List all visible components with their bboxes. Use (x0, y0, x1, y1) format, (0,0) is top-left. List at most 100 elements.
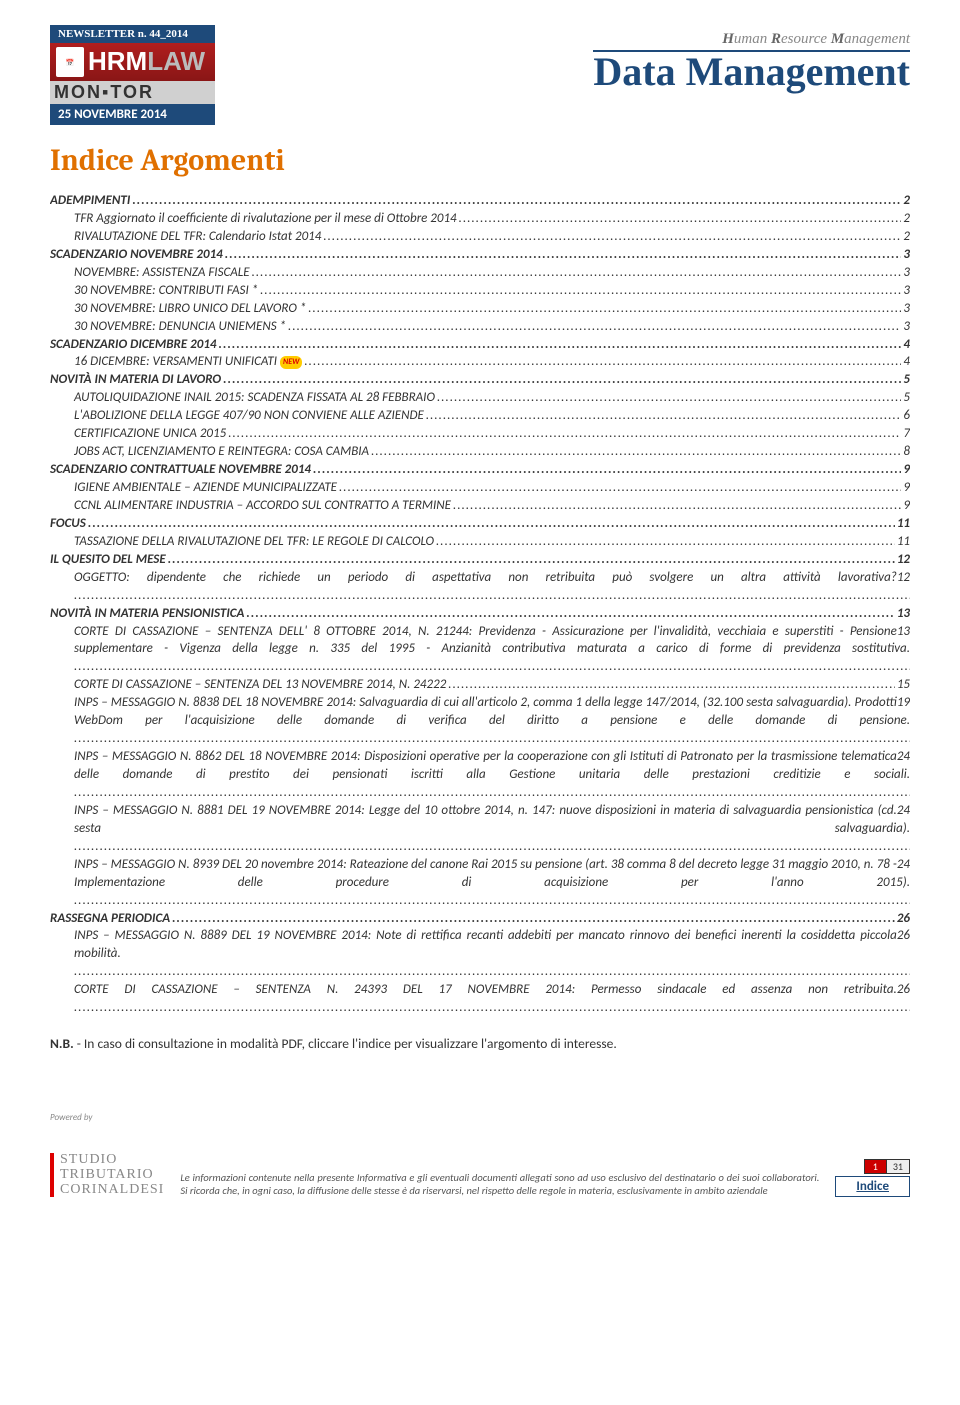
toc-page: 13 (897, 623, 910, 641)
toc-row[interactable]: NOVEMBRE: ASSISTENZA FISCALE 3 (50, 264, 910, 282)
toc-page: 2 (903, 192, 910, 210)
hrm-tagline: Human Resource Management (593, 31, 910, 48)
toc-label: AUTOLIQUIDAZIONE INAIL 2015: SCADENZA FI… (74, 389, 435, 407)
footer-disclaimer: Le informazioni contenute nella presente… (180, 1171, 819, 1197)
toc-dots (313, 461, 901, 479)
toc-page: 2 (903, 210, 910, 228)
toc-dots: ........................................… (74, 1000, 910, 1015)
toc-page: 3 (903, 282, 910, 300)
toc-row[interactable]: TASSAZIONE DELLA RIVALUTAZIONE DEL TFR: … (50, 533, 910, 551)
toc-page: 3 (903, 318, 910, 336)
toc-row[interactable]: 30 NOVEMBRE: LIBRO UNICO DEL LAVORO * 3 (50, 300, 910, 318)
toc-row[interactable]: 24INPS – MESSAGGIO N. 8939 DEL 20 novemb… (50, 856, 910, 910)
powered-by-label: Powered by (50, 1112, 164, 1123)
toc-row[interactable]: 16 DICEMBRE: VERSAMENTI UNIFICATINEW 4 (50, 353, 910, 371)
toc-dots (308, 300, 901, 318)
footer: Powered by STUDIO TRIBUTARIO CORINALDESI… (50, 1112, 910, 1197)
toc-label: NOVITÀ IN MATERIA PENSIONISTICA (50, 605, 244, 623)
toc-label: L'ABOLIZIONE DELLA LEGGE 407/90 NON CONV… (74, 407, 424, 425)
toc-page: 3 (903, 300, 910, 318)
toc-label: IL QUESITO DEL MESE (50, 551, 166, 569)
toc-dots: ........................................… (74, 964, 910, 979)
toc-page: 11 (897, 515, 910, 533)
data-management-logo: Data Management (593, 50, 910, 90)
new-badge: NEW (280, 356, 302, 369)
toc-row[interactable]: SCADENZARIO DICEMBRE 2014 4 (50, 336, 910, 354)
toc-row[interactable]: L'ABOLIZIONE DELLA LEGGE 407/90 NON CONV… (50, 407, 910, 425)
toc-row[interactable]: TFR Aggiornato il coefficiente di rivalu… (50, 210, 910, 228)
toc-label: SCADENZARIO CONTRATTUALE NOVEMBRE 2014 (50, 461, 311, 479)
toc-row[interactable]: 24INPS – MESSAGGIO N. 8881 DEL 19 NOVEMB… (50, 802, 910, 856)
toc-page: 13 (897, 605, 910, 623)
toc-dots (437, 389, 901, 407)
toc-page: 3 (903, 264, 910, 282)
nb-note: N.B. - In caso di consultazione in modal… (50, 1035, 910, 1052)
toc-row[interactable]: RASSEGNA PERIODICA 26 (50, 910, 910, 928)
toc-dots: ........................................… (74, 659, 910, 674)
toc-row[interactable]: ADEMPIMENTI 2 (50, 192, 910, 210)
toc-dots: ........................................… (74, 731, 910, 746)
toc-page: 11 (897, 533, 910, 551)
studio-line-2: TRIBUTARIO (60, 1168, 164, 1183)
toc-label: FOCUS (50, 515, 86, 533)
toc-page: 26 (897, 910, 910, 928)
toc-page: 9 (903, 479, 910, 497)
toc-page: 5 (903, 371, 910, 389)
toc-row[interactable]: IGIENE AMBIENTALE – AZIENDE MUNICIPALIZZ… (50, 479, 910, 497)
toc-dots (252, 264, 902, 282)
hrm-text-1: HRM (88, 46, 147, 76)
toc-row[interactable]: IL QUESITO DEL MESE 12 (50, 551, 910, 569)
toc-label: INPS – MESSAGGIO N. 8939 DEL 20 novembre… (74, 857, 910, 890)
toc-row[interactable]: JOBS ACT, LICENZIAMENTO E REINTEGRA: COS… (50, 443, 910, 461)
toc-dots (453, 497, 901, 515)
toc-label: CORTE DI CASSAZIONE – SENTENZA DEL 13 NO… (74, 676, 446, 694)
toc-row[interactable]: 30 NOVEMBRE: CONTRIBUTI FASI * 3 (50, 282, 910, 300)
toc-page: 24 (897, 802, 910, 820)
toc-row[interactable]: NOVITÀ IN MATERIA PENSIONISTICA 13 (50, 605, 910, 623)
toc-dots (168, 551, 895, 569)
toc-label: NOVITÀ IN MATERIA DI LAVORO (50, 371, 221, 389)
toc-dots (304, 353, 901, 371)
toc-label: 30 NOVEMBRE: DENUNCIA UNIEMENS * (74, 318, 286, 336)
toc-label: CORTE DI CASSAZIONE – SENTENZA DELL' 8 O… (74, 624, 910, 657)
toc-row[interactable]: FOCUS 11 (50, 515, 910, 533)
indice-link[interactable]: Indice (835, 1176, 910, 1197)
date-bar: 25 NOVEMBRE 2014 (50, 104, 215, 125)
toc-row[interactable]: NOVITÀ IN MATERIA DI LAVORO 5 (50, 371, 910, 389)
toc-row[interactable]: 19INPS – MESSAGGIO N. 8838 DEL 18 NOVEMB… (50, 694, 910, 748)
nb-prefix: N.B. (50, 1035, 74, 1052)
toc-row[interactable]: SCADENZARIO CONTRATTUALE NOVEMBRE 2014 9 (50, 461, 910, 479)
toc-row[interactable]: 30 NOVEMBRE: DENUNCIA UNIEMENS * 3 (50, 318, 910, 336)
toc-label: RIVALUTAZIONE DEL TFR: Calendario Istat … (74, 228, 321, 246)
toc-page: 24 (897, 748, 910, 766)
toc-dots (246, 605, 894, 623)
toc-row[interactable]: 26CORTE DI CASSAZIONE – SENTENZA N. 2439… (50, 981, 910, 1017)
toc-row[interactable]: CORTE DI CASSAZIONE – SENTENZA DEL 13 NO… (50, 676, 910, 694)
toc-dots (371, 443, 901, 461)
toc-row[interactable]: SCADENZARIO NOVEMBRE 2014 3 (50, 246, 910, 264)
toc-row[interactable]: RIVALUTAZIONE DEL TFR: Calendario Istat … (50, 228, 910, 246)
toc-row[interactable]: CERTIFICAZIONE UNICA 2015 7 (50, 425, 910, 443)
toc-dots (459, 210, 902, 228)
toc-row[interactable]: 26INPS – MESSAGGIO N. 8889 DEL 19 NOVEMB… (50, 927, 910, 981)
toc-row[interactable]: CCNL ALIMENTARE INDUSTRIA – ACCORDO SUL … (50, 497, 910, 515)
toc-row[interactable]: 24INPS – MESSAGGIO N. 8862 DEL 18 NOVEMB… (50, 748, 910, 802)
toc-dots (172, 910, 895, 928)
toc-page: 26 (897, 981, 910, 999)
table-of-contents: ADEMPIMENTI 2TFR Aggiornato il coefficie… (50, 192, 910, 1017)
toc-row[interactable]: 12OGGETTO: dipendente che richiede un pe… (50, 569, 910, 605)
toc-row[interactable]: 13CORTE DI CASSAZIONE – SENTENZA DELL' 8… (50, 623, 910, 677)
nb-text: - In caso di consultazione in modalità P… (74, 1035, 617, 1052)
toc-dots: ........................................… (74, 588, 910, 603)
toc-page: 19 (897, 694, 910, 712)
toc-page: 4 (903, 336, 910, 354)
toc-dots (132, 192, 901, 210)
toc-page: 12 (897, 551, 910, 569)
toc-label: INPS – MESSAGGIO N. 8862 DEL 18 NOVEMBRE… (74, 749, 910, 782)
header: NEWSLETTER n. 44_2014 📅 HRMLAW MON▪TOR 2… (50, 25, 910, 125)
toc-row[interactable]: AUTOLIQUIDAZIONE INAIL 2015: SCADENZA FI… (50, 389, 910, 407)
toc-label: CCNL ALIMENTARE INDUSTRIA – ACCORDO SUL … (74, 497, 451, 515)
hrm-text-2: LAW (147, 46, 205, 76)
toc-dots (339, 479, 901, 497)
page-total: 31 (887, 1159, 910, 1174)
